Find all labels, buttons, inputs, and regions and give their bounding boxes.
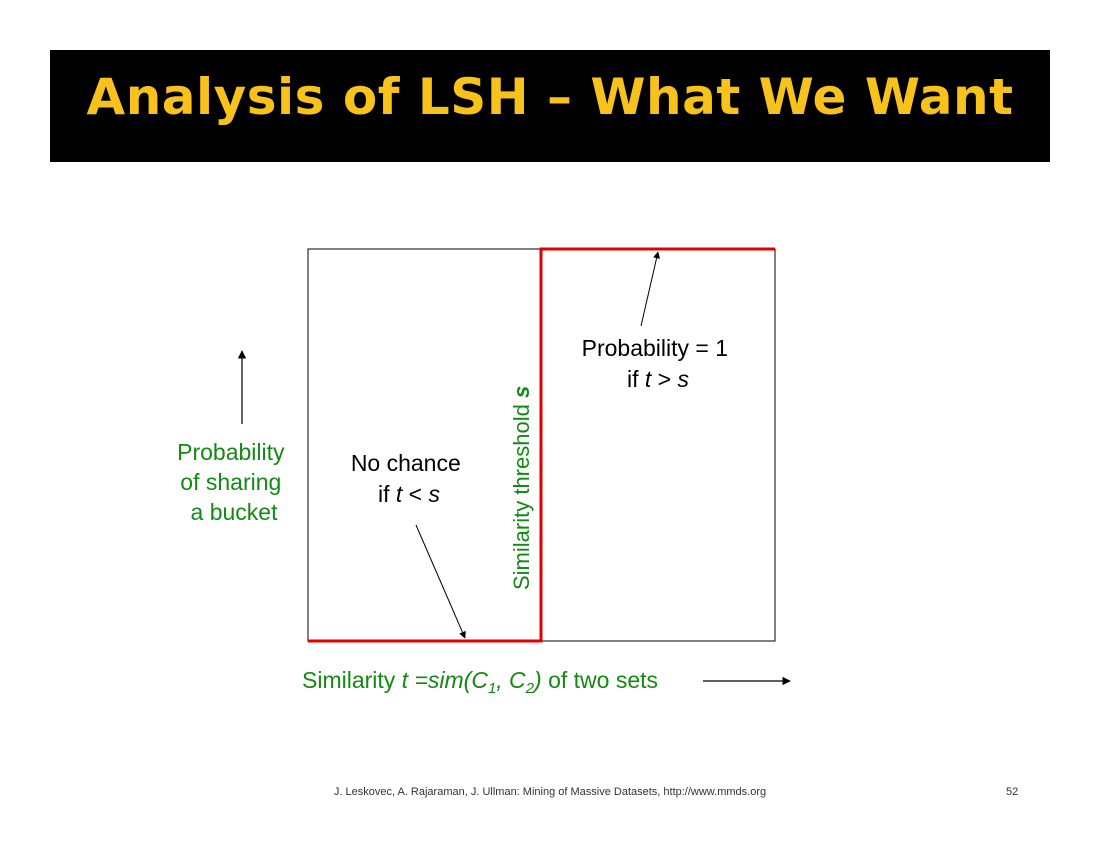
page-number: 52 <box>1006 786 1019 798</box>
threshold-label: Similarity threshold s <box>509 386 534 590</box>
threshold-label-s: s <box>509 386 534 398</box>
no-chance-label: No chance if t < s <box>351 450 467 507</box>
step-function-line <box>308 247 775 643</box>
y-axis-label-line-1: Probability <box>177 439 285 465</box>
probability-one-line-1: Probability = 1 <box>582 335 728 361</box>
title-bar: Analysis of LSH – What We Want <box>50 50 1050 162</box>
x-axis-label: Similarity t =sim(C1, C2) of two sets <box>302 667 658 697</box>
probability-one-pointer-arrow <box>640 251 661 327</box>
no-chance-line-1: No chance <box>351 450 461 476</box>
threshold-label-text: Similarity threshold <box>509 398 534 590</box>
slide-title: Analysis of LSH – What We Want <box>86 68 1014 126</box>
y-axis-label: Probability of sharing a bucket <box>177 439 291 525</box>
probability-one-label: Probability = 1 if t > s <box>582 335 735 392</box>
y-axis-label-line-3: a bucket <box>191 499 279 525</box>
probability-one-line-2: if t > s <box>627 366 690 392</box>
footer-credit: J. Leskovec, A. Rajaraman, J. Ullman: Mi… <box>333 786 767 798</box>
y-axis-label-line-2: of sharing <box>180 469 281 495</box>
no-chance-pointer-arrow <box>415 524 466 639</box>
no-chance-line-2: if t < s <box>378 481 441 507</box>
